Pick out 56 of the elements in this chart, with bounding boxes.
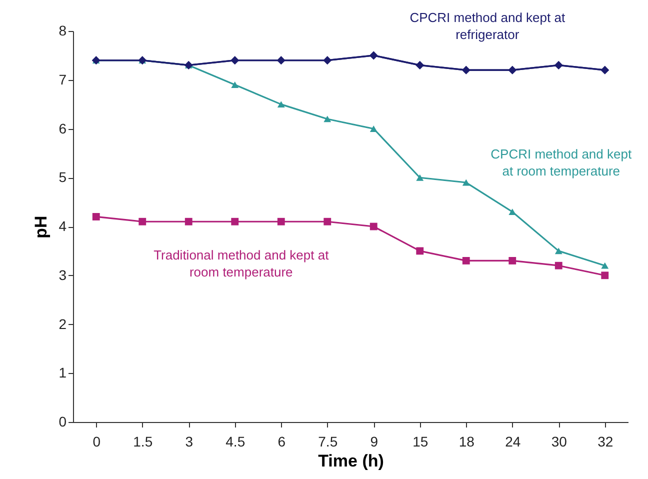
point: [462, 257, 470, 264]
point: [230, 56, 240, 65]
x-tick-label: 15: [412, 434, 428, 450]
point: [462, 66, 470, 74]
point: [462, 179, 470, 186]
point: [92, 213, 100, 220]
point: [369, 51, 378, 60]
series-label: Traditional method and kept at room temperature: [154, 248, 330, 280]
point: [416, 174, 424, 181]
point: [231, 82, 239, 88]
x-tick-label: 1.5: [133, 434, 153, 450]
point: [508, 208, 516, 216]
x-tick-label: 0: [92, 434, 101, 450]
x-tick-label: 4.5: [226, 434, 246, 450]
point: [277, 101, 285, 108]
y-tick-label: 6: [58, 120, 67, 136]
point: [416, 247, 424, 255]
x-tick-label: 18: [458, 434, 475, 450]
point: [600, 66, 610, 74]
x-tick-label: 24: [505, 434, 521, 450]
point: [554, 248, 562, 254]
point: [554, 61, 563, 70]
x-tick-label: 7.5: [318, 434, 338, 450]
y-tick-label: 8: [58, 22, 67, 38]
point: [370, 126, 378, 132]
y-tick-label: 1: [58, 364, 67, 381]
point: [601, 272, 609, 280]
x-tick-label: 3: [185, 434, 194, 450]
point: [416, 61, 424, 70]
point: [324, 116, 332, 122]
y-tick-label: 5: [58, 169, 67, 186]
x-tick-label: 6: [278, 434, 286, 450]
point: [231, 218, 239, 226]
y-tick-label: 3: [58, 266, 67, 283]
x-tick-label: 30: [551, 434, 568, 450]
point: [323, 56, 332, 65]
point: [370, 222, 378, 230]
point: [277, 218, 285, 226]
point: [276, 56, 286, 65]
y-tick-label: 2: [58, 316, 67, 332]
point: [554, 262, 562, 270]
point: [184, 218, 192, 226]
series-label: CPCRI method and kept at refrigerator: [410, 10, 566, 42]
y-tick-label: 4: [58, 218, 67, 234]
point: [508, 66, 517, 74]
point: [508, 257, 516, 264]
y-axis-title: pH: [32, 216, 51, 238]
x-tick-label: 9: [370, 434, 378, 450]
y-tick-label: 7: [58, 71, 67, 88]
point: [324, 218, 332, 226]
y-tick-label: 0: [58, 414, 67, 430]
point: [138, 218, 146, 226]
series-label: CPCRI method and kept at room temperature: [490, 146, 632, 179]
x-tick-label: 32: [598, 434, 614, 450]
point: [601, 262, 609, 269]
x-axis-title: Time (h): [318, 452, 384, 470]
